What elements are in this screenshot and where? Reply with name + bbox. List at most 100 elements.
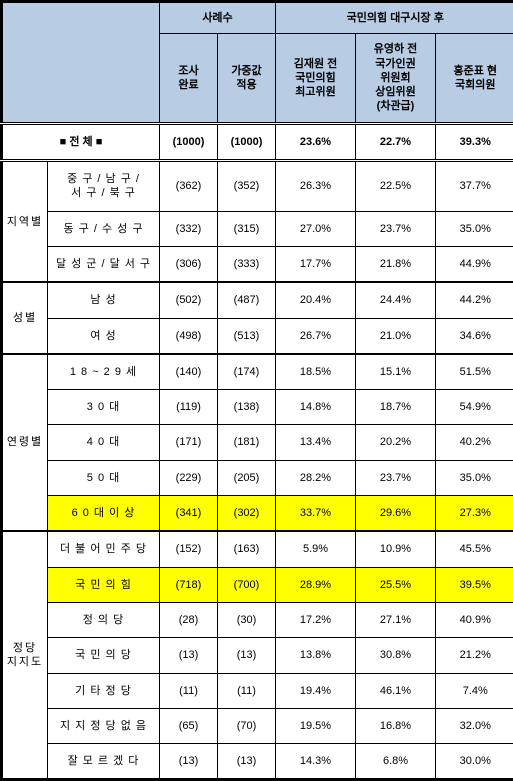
row-label: 정 의 당 <box>48 602 160 637</box>
row-n: (28) <box>160 602 218 637</box>
row-w: (30) <box>218 602 276 637</box>
row-label: 국 민 의 당 <box>48 638 160 673</box>
row-w: (513) <box>218 318 276 354</box>
row-n: (718) <box>160 567 218 602</box>
row-label: 4 0 대 <box>48 425 160 460</box>
row-v2: 29.6% <box>356 496 436 532</box>
row-label: 잘 모 르 겠 다 <box>48 744 160 780</box>
row-v3: 45.5% <box>436 531 513 567</box>
row-v2: 6.8% <box>356 744 436 780</box>
row-n: (13) <box>160 744 218 780</box>
row-v2: 15.1% <box>356 354 436 390</box>
row-n: (229) <box>160 460 218 495</box>
total-label: ■ 전 체 ■ <box>2 123 160 160</box>
total-v2: 22.7% <box>356 123 436 160</box>
row-w: (487) <box>218 282 276 318</box>
row-label: 5 0 대 <box>48 460 160 495</box>
row-v2: 10.9% <box>356 531 436 567</box>
row-v3: 35.0% <box>436 460 513 495</box>
row-v1: 13.8% <box>276 638 356 673</box>
header-group-candidates: 국민의힘 대구시장 후 <box>276 2 513 34</box>
row-v3: 39.5% <box>436 567 513 602</box>
row-v1: 19.4% <box>276 673 356 708</box>
row-v1: 14.8% <box>276 390 356 425</box>
row-n: (171) <box>160 425 218 460</box>
row-v1: 33.7% <box>276 496 356 532</box>
row-n: (11) <box>160 673 218 708</box>
row-w: (174) <box>218 354 276 390</box>
row-n: (362) <box>160 161 218 212</box>
row-v1: 13.4% <box>276 425 356 460</box>
row-v2: 25.5% <box>356 567 436 602</box>
row-n: (498) <box>160 318 218 354</box>
row-w: (181) <box>218 425 276 460</box>
row-label: 기 타 정 당 <box>48 673 160 708</box>
row-label: 남 성 <box>48 282 160 318</box>
row-v3: 51.5% <box>436 354 513 390</box>
header-cand1: 김재원 전 국민의힘 최고위원 <box>276 34 356 123</box>
row-v2: 21.0% <box>356 318 436 354</box>
row-v1: 18.5% <box>276 354 356 390</box>
row-w: (13) <box>218 744 276 780</box>
row-v1: 28.2% <box>276 460 356 495</box>
row-v3: 21.2% <box>436 638 513 673</box>
total-n: (1000) <box>160 123 218 160</box>
row-v2: 24.4% <box>356 282 436 318</box>
row-n: (119) <box>160 390 218 425</box>
row-v1: 19.5% <box>276 708 356 743</box>
survey-table: 사례수 국민의힘 대구시장 후 조사 완료 가중값 적용 김재원 전 국민의힘 … <box>0 0 513 781</box>
header-cand3: 홍준표 현 국회의원 <box>436 34 513 123</box>
row-v2: 23.7% <box>356 460 436 495</box>
row-w: (11) <box>218 673 276 708</box>
row-v1: 26.3% <box>276 161 356 212</box>
row-n: (306) <box>160 246 218 282</box>
header-survey-done: 조사 완료 <box>160 34 218 123</box>
row-v3: 40.9% <box>436 602 513 637</box>
row-label: 여 성 <box>48 318 160 354</box>
row-v3: 44.9% <box>436 246 513 282</box>
row-v2: 27.1% <box>356 602 436 637</box>
group-head: 성별 <box>2 282 48 354</box>
row-n: (502) <box>160 282 218 318</box>
row-label: 6 0 대 이 상 <box>48 496 160 532</box>
row-v3: 35.0% <box>436 211 513 246</box>
group-head: 지역별 <box>2 161 48 283</box>
row-v1: 5.9% <box>276 531 356 567</box>
total-v3: 39.3% <box>436 123 513 160</box>
row-v1: 20.4% <box>276 282 356 318</box>
row-n: (341) <box>160 496 218 532</box>
header-cand2: 유영하 전 국가인권 위원회 상임위원 (차관급) <box>356 34 436 123</box>
row-v2: 16.8% <box>356 708 436 743</box>
row-label: 국 민 의 힘 <box>48 567 160 602</box>
row-v2: 46.1% <box>356 673 436 708</box>
row-w: (302) <box>218 496 276 532</box>
row-label: 중 구 / 남 구 / 서 구 / 북 구 <box>48 161 160 212</box>
header-weighted: 가중값 적용 <box>218 34 276 123</box>
total-w: (1000) <box>218 123 276 160</box>
row-v2: 22.5% <box>356 161 436 212</box>
row-v1: 14.3% <box>276 744 356 780</box>
row-w: (138) <box>218 390 276 425</box>
row-v3: 37.7% <box>436 161 513 212</box>
row-v2: 20.2% <box>356 425 436 460</box>
row-w: (352) <box>218 161 276 212</box>
row-label: 1 8 ~ 2 9 세 <box>48 354 160 390</box>
row-v3: 32.0% <box>436 708 513 743</box>
row-w: (315) <box>218 211 276 246</box>
row-n: (152) <box>160 531 218 567</box>
header-corner <box>2 2 160 124</box>
row-v1: 17.2% <box>276 602 356 637</box>
header-group-samples: 사례수 <box>160 2 276 34</box>
row-v2: 30.8% <box>356 638 436 673</box>
row-v1: 17.7% <box>276 246 356 282</box>
row-v2: 21.8% <box>356 246 436 282</box>
row-v3: 27.3% <box>436 496 513 532</box>
row-w: (163) <box>218 531 276 567</box>
row-w: (205) <box>218 460 276 495</box>
total-v1: 23.6% <box>276 123 356 160</box>
row-v1: 27.0% <box>276 211 356 246</box>
row-n: (65) <box>160 708 218 743</box>
row-n: (13) <box>160 638 218 673</box>
row-n: (332) <box>160 211 218 246</box>
row-label: 달 성 군 / 달 서 구 <box>48 246 160 282</box>
